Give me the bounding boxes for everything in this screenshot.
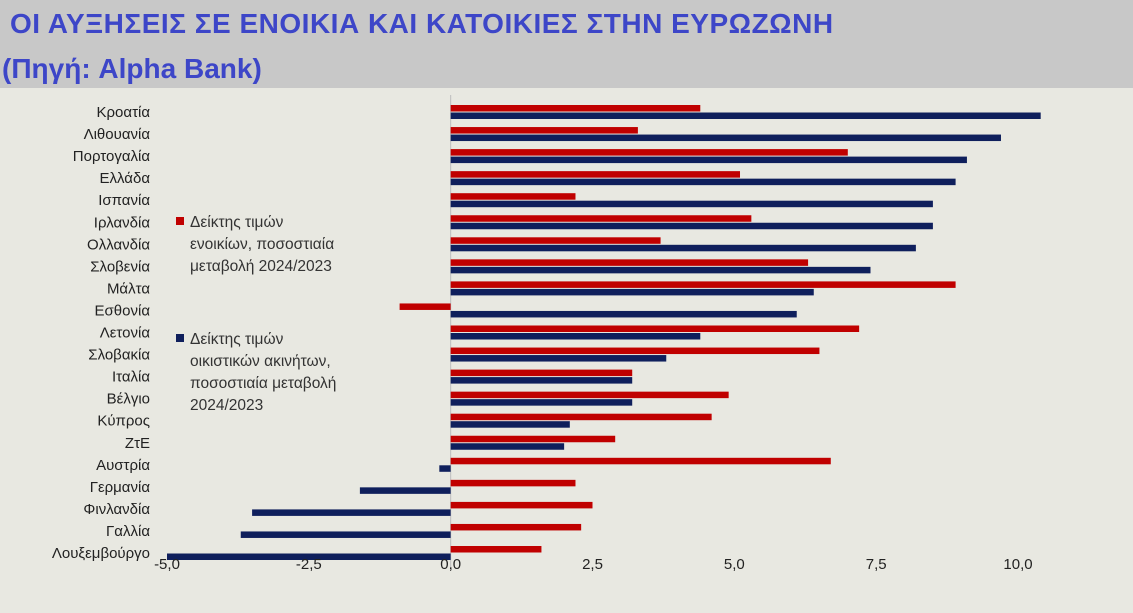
x-tick-label: -5,0 — [154, 556, 180, 573]
bar-house — [450, 310, 797, 318]
bar-rent — [450, 501, 593, 509]
bar-house — [450, 355, 667, 362]
bar-rent — [450, 546, 542, 553]
legend-house: Δείκτης τιμών οικιστικών ακινήτων, ποσοσ… — [176, 329, 336, 417]
x-tick-label: 7,5 — [866, 556, 887, 573]
bar-rent — [450, 281, 956, 288]
page-subtitle: (Πηγή: Alpha Bank) — [2, 53, 262, 84]
bar-house — [450, 288, 814, 296]
bar-house — [450, 178, 956, 186]
category-label: Μάλτα — [107, 280, 150, 297]
chart-canvas: Κροατία Λιθουανία Πορτογαλία Ελλάδα Ισπανία Ι… — [52, 94, 1041, 573]
bar-rent — [450, 127, 638, 134]
bar-chart: Κροατία Λιθουανία Πορτογαλία Ελλάδα Ισπανία Ι… — [0, 88, 1133, 613]
bar-rent — [450, 325, 860, 332]
legend-house-line-4: 2024/2023 — [190, 397, 264, 414]
bar-house — [450, 200, 933, 208]
category-label: Ιταλία — [112, 369, 150, 386]
bar-rent — [399, 303, 451, 310]
category-label: Ισπανία — [98, 192, 150, 209]
bar-house — [450, 421, 570, 428]
legend-rent-line-1: Δείκτης τιμών — [190, 214, 284, 231]
bar-house — [450, 266, 871, 274]
legend-house-line-3: ποσοστιαία μεταβολή — [190, 375, 337, 392]
page-title: ΟΙ ΑΥΞΗΣΕΙΣ ΣΕ ΕΝΟΙΚΙΑ ΚΑΙ ΚΑΤΟΙΚΙΕΣ ΣΤΗ… — [10, 8, 834, 39]
bar-house — [252, 509, 451, 516]
category-label: Σλοβακία — [88, 347, 150, 364]
legend-house-swatch — [176, 334, 184, 342]
x-tick-label: 5,0 — [724, 556, 745, 573]
category-label: Κροατία — [97, 104, 151, 121]
bar-house — [240, 531, 451, 538]
bar-house — [359, 487, 451, 494]
legend-rent-line-3: μεταβολή 2024/2023 — [190, 258, 332, 275]
bar-rent — [450, 105, 701, 112]
bar-rent — [450, 523, 582, 531]
bar-rent — [450, 171, 741, 178]
category-label: Αυστρία — [96, 457, 150, 474]
bar-house — [450, 134, 1001, 142]
category-label: Γερμανία — [90, 479, 151, 496]
bar-rent — [450, 215, 752, 222]
category-label: Εσθονία — [95, 302, 151, 319]
x-tick-label: 10,0 — [1003, 556, 1032, 573]
bar-rent — [450, 413, 712, 421]
bar-rent — [450, 479, 576, 487]
category-label: Ολλανδία — [87, 236, 150, 253]
bar-house — [450, 399, 633, 406]
category-label: Γαλλία — [106, 523, 150, 540]
legend-rent: Δείκτης τιμών ενοικίων, ποσοστιαία μεταβ… — [176, 212, 334, 278]
category-label: Λουξεμβούργο — [52, 545, 150, 562]
bar-rent — [450, 149, 848, 156]
bar-rent — [450, 193, 576, 200]
legend-rent-swatch — [176, 217, 184, 225]
category-label: Βέλγιο — [107, 391, 150, 408]
category-label: Πορτογαλία — [73, 148, 151, 165]
bar-house — [450, 222, 933, 230]
bar-rent — [450, 259, 809, 266]
legend-house-line-1: Δείκτης τιμών — [190, 331, 284, 348]
bar-rent — [450, 435, 616, 443]
bar-house — [450, 244, 916, 252]
x-tick-label: 0,0 — [440, 556, 461, 573]
category-label: Σλοβενία — [90, 258, 150, 275]
bar-rent — [450, 391, 729, 399]
bar-rent — [450, 237, 661, 244]
x-tick-label: 2,5 — [582, 556, 603, 573]
bar-rent — [450, 457, 831, 465]
bar-house — [450, 112, 1041, 119]
category-label: Φινλανδία — [83, 501, 150, 518]
category-label: ΖτΕ — [125, 435, 150, 452]
bar-house — [450, 333, 701, 340]
category-label: Λιθουανία — [84, 126, 151, 143]
bar-house — [167, 553, 451, 560]
category-label: Ελλάδα — [100, 170, 151, 187]
bar-house — [439, 465, 451, 472]
category-label: Κύπρος — [97, 413, 150, 430]
legend-rent-line-2: ενοικίων, ποσοστιαία — [190, 236, 335, 253]
bar-house — [450, 443, 565, 450]
category-label: Λετονία — [100, 325, 151, 342]
bar-house — [450, 156, 967, 164]
category-label: Ιρλανδία — [94, 214, 151, 231]
header: ΟΙ ΑΥΞΗΣΕΙΣ ΣΕ ΕΝΟΙΚΙΑ ΚΑΙ ΚΑΤΟΙΚΙΕΣ ΣΤΗ… — [0, 0, 1133, 88]
bar-rent — [450, 369, 633, 377]
bar-rent — [450, 347, 820, 355]
bar-house — [450, 377, 633, 384]
legend-house-line-2: οικιστικών ακινήτων, — [190, 353, 331, 370]
x-tick-label: -2,5 — [296, 556, 322, 573]
